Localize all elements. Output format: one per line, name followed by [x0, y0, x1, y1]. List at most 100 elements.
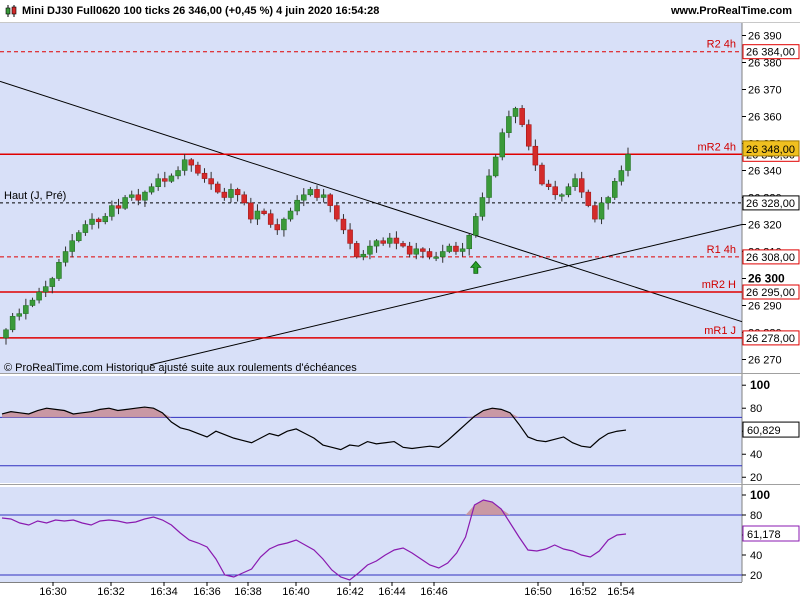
candle-bearish [393, 237, 400, 244]
candle-bearish [248, 202, 254, 220]
candle-bullish [228, 189, 234, 198]
candle-bearish [353, 243, 360, 258]
level-price-tag [742, 330, 800, 346]
candle-bearish [532, 145, 539, 166]
candle-bullish [413, 248, 420, 255]
candle-bearish [188, 159, 195, 166]
candle-bearish [552, 186, 558, 196]
level-price-tag [742, 195, 800, 211]
note-text: © ProRealTime.com Historique ajusté suit… [4, 362, 357, 375]
osc-line [1, 406, 627, 451]
brand-link[interactable]: www.ProRealTime.com [670, 5, 792, 17]
last-price-tag [742, 140, 800, 157]
osc-overbought-fill [2, 407, 626, 418]
level-label: mR2 H [702, 279, 736, 291]
candle-bearish [274, 224, 281, 231]
candle-bullish [479, 197, 486, 217]
candle-bullish [82, 224, 89, 233]
level-label: Haut (J, Pré) [4, 190, 66, 202]
candle-bullish [56, 262, 62, 279]
time-axis-background [0, 582, 800, 600]
panel-2-background [0, 376, 742, 483]
candle-bullish [76, 232, 82, 241]
time-tick-label: 16:36 [193, 586, 221, 598]
chart-title: Mini DJ30 Full0620 100 ticks 26 346,00 (… [22, 5, 380, 17]
candlestick-icon [5, 5, 17, 17]
candle-bullish [446, 245, 453, 252]
panel-1-background [0, 22, 742, 373]
candle-bullish [122, 197, 128, 209]
candle-bearish [162, 178, 168, 182]
time-tick-label: 16:50 [524, 586, 552, 598]
level-price-tag [742, 284, 800, 300]
candle-bullish [320, 194, 327, 198]
price-tick-label: 26 270 [748, 355, 782, 367]
osc-tick-label: 100 [750, 378, 770, 392]
candle-bullish [486, 175, 492, 198]
time-tick-label: 16:52 [569, 586, 597, 598]
candle-bullish [168, 175, 175, 182]
candle-bullish [148, 186, 155, 193]
candle-bullish [23, 305, 29, 314]
level-price-tag-text: 26 384,00 [746, 47, 795, 59]
candle-bearish [592, 205, 598, 220]
time-tick-label: 16:32 [97, 586, 125, 598]
trendline-down [0, 80, 743, 323]
candle-bullish [307, 189, 314, 196]
level-label: mR1 J [704, 325, 736, 337]
candle-bullish [62, 251, 69, 263]
candle-bullish [69, 240, 75, 252]
candle-bullish [492, 156, 499, 177]
level-label: R2 4h [707, 39, 736, 51]
level-price-tag-text: 26 278,00 [746, 333, 795, 345]
candle-bullish [294, 199, 300, 212]
level-price-tag-text: 26 295,00 [746, 287, 795, 299]
candle-bullish [466, 235, 472, 250]
last-price-tag-text: 26 348,00 [746, 144, 795, 156]
candle-bearish [95, 218, 102, 223]
candle-bearish [267, 213, 274, 225]
candle-bearish [585, 191, 592, 206]
candle-bullish [301, 194, 307, 201]
candle-bearish [519, 108, 525, 125]
candle-bearish [578, 178, 585, 193]
candle-bullish [433, 256, 439, 259]
osc-value-tag-text: 60,829 [747, 425, 781, 437]
candle-bearish [453, 245, 459, 252]
candle-bullish [459, 248, 466, 252]
time-tick-label: 16:42 [336, 586, 364, 598]
osc-tick-label: 100 [750, 488, 770, 502]
candle-bullish [373, 240, 380, 247]
price-tick-label: 26 370 [748, 85, 782, 97]
candle-bullish [3, 329, 9, 339]
candle-bullish [360, 253, 367, 258]
buy-arrow-icon [469, 260, 482, 274]
candle-bearish [208, 178, 214, 185]
osc-tick-label: 80 [750, 403, 762, 415]
candle-bearish [201, 172, 208, 179]
candle-bearish [334, 205, 340, 220]
candle-bullish [605, 197, 611, 204]
candle-bearish [214, 183, 221, 193]
level-price-tag-text: 26 308,00 [746, 252, 795, 264]
candle-bullish [473, 216, 479, 236]
candle-bullish [598, 202, 605, 220]
price-tick-label: 26 390 [748, 31, 782, 43]
candle-bearish [135, 194, 142, 201]
time-tick-label: 16:38 [234, 586, 262, 598]
candle-bullish [254, 210, 261, 220]
candle-bullish [49, 278, 56, 287]
osc-value-tag-text: 61,178 [747, 529, 781, 541]
chart-header: Mini DJ30 Full0620 100 ticks 26 346,00 (… [0, 0, 800, 23]
price-tick-label: 26 320 [748, 220, 782, 232]
level-price-tag [742, 249, 800, 265]
candle-bearish [545, 183, 552, 187]
candle-bullish [618, 170, 625, 182]
candle-bullish [42, 286, 49, 293]
price-tick-label: 26 300 [748, 272, 785, 286]
candle-bullish [89, 218, 95, 225]
candle-bearish [539, 164, 545, 185]
candle-bearish [261, 210, 267, 214]
candle-bullish [625, 154, 631, 171]
osc-line [1, 499, 627, 581]
